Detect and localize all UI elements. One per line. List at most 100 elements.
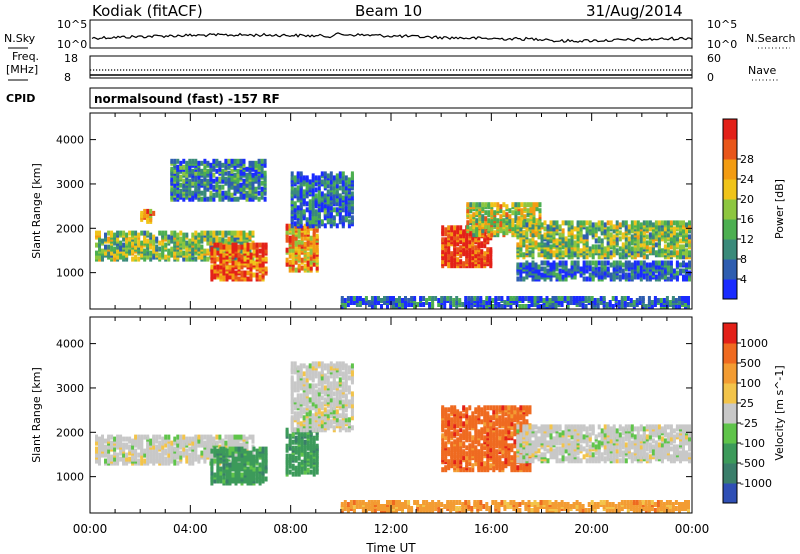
power-echo-cell [352,296,356,301]
power-echo-cell [597,270,601,276]
power-echo-cell [468,239,472,245]
velocity-echo-cell [261,464,265,470]
power-echo-cell [179,160,183,166]
power-echo-cell [508,218,512,224]
power-echo-cell [341,215,345,221]
power-echo-cell [290,189,294,195]
velocity-echo-cell [501,461,505,467]
power-echo-cell [555,224,559,230]
velocity-echo-cell [215,434,219,440]
power-echo-cell [364,296,368,301]
power-echo-cell [212,172,216,178]
power-echo-cell [551,296,555,301]
power-echo-cell [230,162,234,168]
power-echo-cell [630,274,634,280]
power-echo-cell [347,177,351,183]
power-echo-cell [486,253,490,259]
power-echo-cell [688,242,691,248]
power-echo-cell [176,232,180,238]
velocity-echo-cell [306,451,310,457]
power-echo-cell [137,256,141,262]
power-echo-cell [596,304,600,309]
power-echo-cell [450,251,454,257]
velocity-echo-cell [161,450,165,456]
power-echo-cell [197,232,201,238]
velocity-echo-cell [167,442,171,448]
power-echo-cell [657,220,661,226]
power-echo-cell [617,300,621,305]
velocity-echo-cell [113,456,117,462]
power-echo-cell [317,193,321,199]
velocity-echo-cell [224,440,228,446]
power-echo-cell [335,207,339,213]
power-echo-cell [508,214,512,220]
power-echo-cell [300,265,304,271]
power-echo-cell [636,266,640,272]
velocity-echo-cell [197,454,201,460]
power-echo-cell [684,296,687,301]
power-echo-cell [152,234,156,240]
power-echo-cell [225,276,229,282]
power-echo-cell [523,214,527,220]
power-echo-cell [233,184,237,190]
power-echo-cell [660,220,664,226]
power-echo-cell [347,203,351,209]
power-colorbar-frame [722,118,738,300]
power-echo-cell [618,246,622,252]
velocity-echo-cell [261,446,265,452]
cpid-text: normalsound (fast) -157 RF [94,92,280,106]
power-echo-cell [311,201,315,207]
power-echo-cell [377,300,380,305]
velocity-echo-cell [504,417,508,423]
velocity-echo-cell [294,455,298,461]
power-echo-cell [519,220,523,226]
velocity-echo-cell [264,450,268,456]
velocity-echo-cell [285,453,289,459]
velocity-echo-cell [489,451,493,457]
power-echo-cell [528,262,532,268]
power-echo-cell [161,240,165,246]
power-echo-cell [349,300,353,305]
power-echo-cell [245,190,249,196]
power-echo-cell [194,158,198,164]
power-echo-cell [221,168,225,174]
power-echo-cell [615,240,619,246]
power-echo-cell [621,254,625,260]
power-echo-cell [203,164,207,170]
power-echo-cell [522,220,526,226]
power-echo-cell [470,304,474,309]
power-echo-cell [203,196,207,202]
power-echo-cell [149,256,153,262]
velocity-echo-cell [450,441,454,447]
power-echo-cell [309,259,313,265]
power-echo-cell [496,202,500,208]
power-echo-cell [182,232,186,238]
power-echo-cell [308,203,312,209]
velocity-echo-cell [137,434,141,440]
power-echo-cell [660,252,664,258]
power-echo-cell [668,300,672,305]
power-echo-cell [475,218,479,224]
velocity-echo-cell [303,449,307,455]
power-echo-cell [590,296,594,301]
velocity-echo-cell [243,454,247,460]
power-echo-cell [323,193,327,199]
power-echo-cell [459,253,463,259]
velocity-echo-cell [501,437,505,443]
power-echo-cell [404,296,407,301]
power-echo-cell [471,241,475,247]
power-echo-cell [122,250,126,256]
velocity-echo-cell [447,421,451,427]
power-echo-cell [312,261,316,267]
velocity-echo-cell [252,466,256,472]
velocity-echo-cell [234,472,238,478]
power-echo-cell [657,260,661,266]
power-echo-cell [675,220,679,226]
power-echo-cell [225,244,229,250]
power-echo-cell [487,210,491,216]
velocity-echo-cell [459,459,463,465]
velocity-echo-cell [152,450,156,456]
power-echo-cell [257,180,261,186]
power-echo-cell [639,270,643,276]
power-echo-cell [212,192,216,198]
